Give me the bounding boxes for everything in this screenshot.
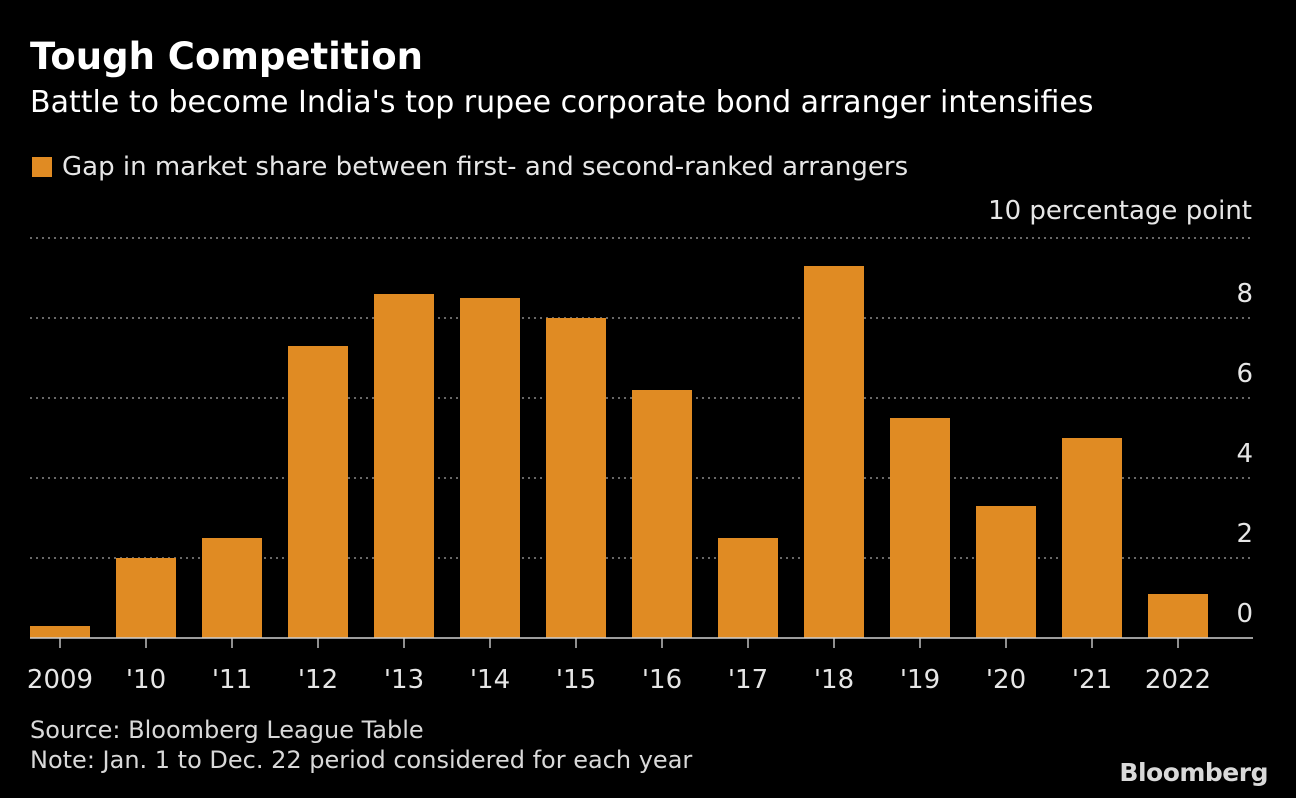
bar-11 [976, 506, 1036, 638]
bar-1 [116, 558, 176, 638]
x-tick-label: '18 [814, 665, 854, 695]
bloomberg-logo: Bloomberg [1119, 758, 1268, 787]
legend: Gap in market share between first- and s… [32, 154, 908, 180]
bar-4 [374, 294, 434, 638]
bar-6 [546, 318, 606, 638]
legend-label: Gap in market share between first- and s… [62, 152, 909, 182]
source-note: Source: Bloomberg League Table [30, 716, 424, 744]
legend-swatch [32, 157, 52, 177]
x-tick-label: '21 [1072, 665, 1112, 695]
x-tick-label: '14 [470, 665, 510, 695]
bar-2 [202, 538, 262, 638]
chart-title: Tough Competition [30, 35, 423, 78]
bar-10 [890, 418, 950, 638]
x-tick-label: '16 [642, 665, 682, 695]
x-tick-label: 2009 [27, 665, 93, 695]
bar-0 [30, 626, 90, 638]
bar-9 [804, 266, 864, 638]
x-tick-label: '13 [384, 665, 424, 695]
x-tick-label: '17 [728, 665, 768, 695]
x-tick-label: '10 [126, 665, 166, 695]
x-tick-label: '19 [900, 665, 940, 695]
x-tick-label: '11 [212, 665, 252, 695]
x-tick-label: '12 [298, 665, 338, 695]
bar-5 [460, 298, 520, 638]
y-tick-label: 6 [1236, 359, 1253, 389]
x-tick-label: '20 [986, 665, 1026, 695]
y-tick-label: 0 [1236, 599, 1253, 629]
period-note: Note: Jan. 1 to Dec. 22 period considere… [30, 746, 693, 774]
y-tick-label: 8 [1236, 279, 1253, 309]
bar-3 [288, 346, 348, 638]
bar-7 [632, 390, 692, 638]
x-tick-label: 2022 [1145, 665, 1211, 695]
bar-13 [1148, 594, 1208, 638]
x-tick-label: '15 [556, 665, 596, 695]
y-tick-label: 2 [1236, 519, 1253, 549]
y-tick-label: 4 [1236, 439, 1253, 469]
bar-8 [718, 538, 778, 638]
bar-12 [1062, 438, 1122, 638]
y-axis-unit-label: 10 percentage point [988, 196, 1252, 226]
chart-subtitle: Battle to become India's top rupee corpo… [30, 85, 1094, 120]
